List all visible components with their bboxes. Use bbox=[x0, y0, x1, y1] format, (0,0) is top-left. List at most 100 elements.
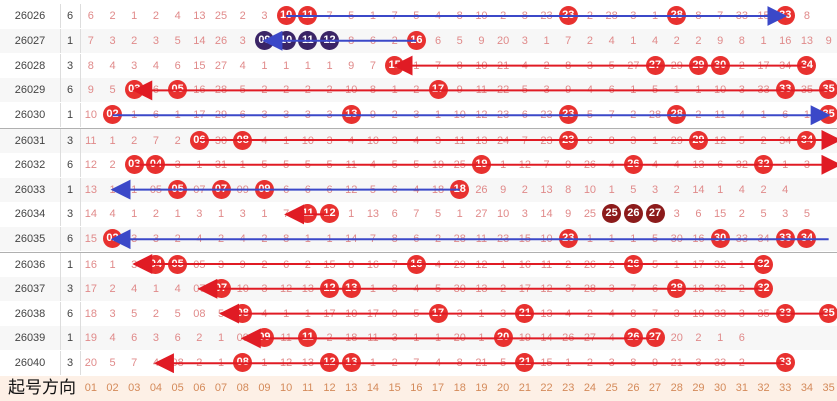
number-cell: 33 bbox=[714, 357, 727, 370]
number-cell: 14 bbox=[345, 233, 358, 246]
number-cell: 3 bbox=[261, 109, 268, 122]
drawn-number-ball: 10 bbox=[276, 6, 296, 25]
number-cell: 33 bbox=[735, 10, 748, 22]
issue-number: 26034 bbox=[0, 202, 61, 227]
footer-number: 10 bbox=[280, 382, 293, 394]
number-cell: 4 bbox=[651, 34, 659, 47]
number-cell: 1 bbox=[217, 208, 225, 221]
number-cell: 3 bbox=[152, 233, 159, 246]
number-cell: 4 bbox=[174, 282, 181, 295]
table-row: 26030 1 10 1 6 1 17 29 6 3 3 3 3 9 2 3 1 10 12 23 6 23 5 7 2 28 2 1… bbox=[0, 103, 837, 128]
number-cell: 1 bbox=[760, 109, 767, 122]
number-cell: 11 bbox=[540, 259, 553, 271]
footer-number: 17 bbox=[431, 382, 445, 394]
mod-value: 3 bbox=[60, 202, 81, 227]
drawn-number-ball: 28 bbox=[667, 278, 687, 298]
drawn-number-ball: 08 bbox=[233, 303, 253, 323]
number-cell: 9 bbox=[87, 84, 94, 97]
number-cell: 2 bbox=[673, 183, 680, 196]
number-cell: 30 bbox=[670, 233, 683, 246]
number-cell: 3 bbox=[630, 10, 637, 22]
number-cell: 1 bbox=[174, 208, 181, 221]
footer-number: 31 bbox=[735, 382, 748, 394]
number-cell: 3 bbox=[608, 357, 615, 370]
issue-number: 26026 bbox=[0, 4, 61, 28]
number-cell: 1 bbox=[608, 183, 615, 196]
number-cell: 4 bbox=[608, 34, 615, 47]
number-cell: 1 bbox=[565, 357, 572, 370]
number-cell: 7 bbox=[608, 109, 615, 122]
number-cell: 2 bbox=[174, 135, 181, 147]
drawn-number-ball: 35 bbox=[819, 80, 837, 100]
mod-value: 6 bbox=[60, 301, 81, 326]
number-cell: 3 bbox=[673, 307, 680, 320]
mod-value: 3 bbox=[60, 276, 81, 301]
issue-number: 26037 bbox=[0, 276, 61, 301]
number-cell: 7 bbox=[283, 208, 290, 221]
number-cell: 07 bbox=[193, 282, 206, 295]
number-cell: 32 bbox=[735, 158, 748, 171]
number-cell: 7 bbox=[391, 10, 398, 22]
number-cell: 5 bbox=[434, 208, 442, 221]
number-cell: 8 bbox=[456, 10, 463, 22]
drawn-number-ball: 32 bbox=[754, 154, 774, 174]
number-cell: 2 bbox=[152, 208, 159, 221]
number-cell: 1 bbox=[413, 332, 420, 345]
number-cell: 7 bbox=[326, 10, 333, 22]
number-cell bbox=[796, 302, 818, 326]
drawn-number-ball: 33 bbox=[775, 303, 795, 323]
number-cell: 17 bbox=[193, 109, 206, 122]
number-cell: 34 bbox=[779, 135, 792, 147]
drawn-number-ball: 32 bbox=[754, 278, 774, 298]
number-cell: 11 bbox=[280, 332, 292, 345]
number-cell: 10 bbox=[583, 183, 597, 196]
number-cell: 6 bbox=[369, 34, 376, 47]
number-cell: 3 bbox=[131, 259, 138, 271]
number-cell: 1 bbox=[608, 233, 615, 246]
number-cell: 5 bbox=[348, 10, 355, 22]
number-cell: 2 bbox=[738, 357, 745, 370]
footer-number: 15 bbox=[388, 382, 401, 394]
number-cell: 08 bbox=[193, 307, 206, 320]
number-cell: 7 bbox=[391, 259, 398, 271]
number-cell: 9 bbox=[717, 34, 724, 47]
number-cell: 7 bbox=[717, 10, 724, 22]
number-cell: 3 bbox=[239, 208, 246, 221]
footer-number: 24 bbox=[583, 382, 597, 394]
number-cell: 6 bbox=[651, 282, 659, 295]
drawn-number-ball: 12 bbox=[320, 278, 340, 298]
number-cell: 10 bbox=[540, 233, 553, 246]
number-cell: 4 bbox=[174, 10, 181, 22]
number-cell: 2 bbox=[695, 34, 702, 47]
number-cell: 1 bbox=[434, 109, 442, 122]
number-cell: 1 bbox=[217, 357, 225, 370]
number-cell: 5 bbox=[630, 183, 637, 196]
number-cell: 12 bbox=[84, 158, 97, 171]
drawn-number-ball: 25 bbox=[602, 204, 622, 224]
table-row: 26029 6 9 5 6 16 28 5 2 2 2 2 10 8 1 2 9 11 22 5 3 9 4 6 1 5 1 1 10 3… bbox=[0, 78, 837, 103]
number-cell: 21 bbox=[497, 59, 510, 72]
number-cell: 1 bbox=[131, 109, 138, 122]
number-cell: 6 bbox=[413, 233, 420, 246]
number-cell: 4 bbox=[565, 307, 572, 320]
number-cell: 14 bbox=[193, 34, 206, 47]
footer-number: 16 bbox=[410, 382, 423, 394]
number-cell: 8 bbox=[87, 59, 94, 72]
number-cell: 11 bbox=[714, 109, 726, 122]
number-cell: 26 bbox=[562, 332, 575, 345]
footer-number: 19 bbox=[475, 382, 488, 394]
number-cell bbox=[818, 326, 837, 350]
number-cell bbox=[753, 326, 775, 350]
number-cell bbox=[818, 153, 837, 177]
number-cell: 25 bbox=[583, 208, 597, 221]
number-cell: 13 bbox=[800, 34, 814, 47]
number-cell: 5 bbox=[738, 135, 745, 147]
number-cell: 3 bbox=[521, 208, 528, 221]
number-cell: 20 bbox=[497, 34, 510, 47]
number-cell: 14 bbox=[84, 208, 97, 221]
number-cell: 13 bbox=[366, 208, 380, 221]
number-cell: 4 bbox=[109, 332, 116, 345]
number-cell: 26 bbox=[475, 183, 488, 196]
number-cell: 32 bbox=[714, 259, 727, 271]
number-cell: 09 bbox=[236, 183, 249, 196]
